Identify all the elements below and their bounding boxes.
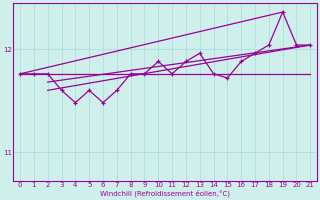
X-axis label: Windchill (Refroidissement éolien,°C): Windchill (Refroidissement éolien,°C) — [100, 190, 230, 197]
